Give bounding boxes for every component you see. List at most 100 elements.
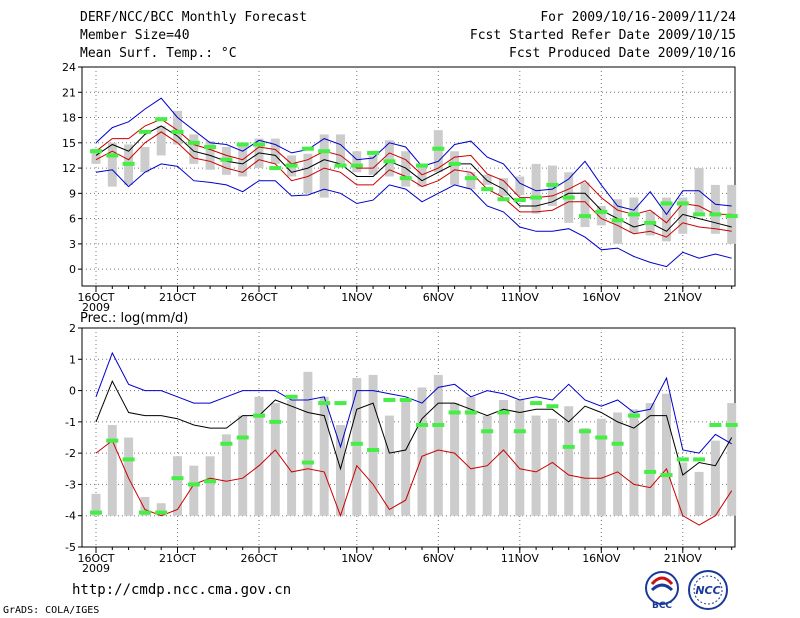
- panel1-range-bar: [270, 138, 280, 164]
- panel2-observed-mark: [383, 397, 396, 402]
- panel2-range-bar: [547, 418, 557, 516]
- panel1-range-bar: [515, 176, 525, 196]
- panel2-range-bar: [678, 462, 688, 516]
- panel2-observed-mark: [562, 444, 575, 449]
- panel2-observed-mark: [187, 482, 200, 487]
- panel1-range-bar: [580, 182, 590, 228]
- panel1-ytick-label: 0: [69, 263, 76, 276]
- panel2-observed-mark: [236, 435, 249, 440]
- panel2-observed-mark: [676, 457, 689, 462]
- panel2-range-bar: [450, 403, 460, 516]
- panel1-range-bar: [466, 172, 476, 190]
- panel2-range-bar: [221, 434, 231, 516]
- panel1-observed-mark: [432, 146, 445, 151]
- panel1-observed-mark: [334, 163, 347, 168]
- panel2-observed-mark: [171, 476, 184, 481]
- panel2-range-bar: [564, 406, 574, 516]
- panel1-observed-mark: [513, 198, 526, 203]
- panel2-range-bar: [124, 437, 134, 516]
- panel1-observed-mark: [253, 142, 265, 147]
- panel2-title: Prec.: log(mm/d): [80, 311, 188, 326]
- panel1-observed-mark: [497, 197, 510, 202]
- variable-label: Mean Surf. Temp.: °C: [80, 46, 237, 61]
- panel1-range-bar: [336, 134, 345, 164]
- chart-title: DERF/NCC/BCC Monthly Forecast: [80, 10, 307, 25]
- panel1-observed-mark: [90, 149, 102, 154]
- panel2-ytick-label: -3: [65, 478, 76, 491]
- panel1-ytick-label: 9: [69, 187, 76, 200]
- panel2-range-bar: [629, 409, 639, 516]
- panel2-observed-mark: [448, 410, 461, 415]
- panel1-observed-mark: [725, 214, 738, 219]
- panel1-frame: [81, 66, 736, 287]
- panel2-observed-mark: [530, 401, 543, 406]
- panel1-range-bar: [482, 174, 492, 185]
- panel1-series-min: [95, 163, 732, 268]
- panel2-range-bar: [352, 378, 362, 516]
- panel2-observed-mark: [269, 419, 282, 424]
- panel1-observed-mark: [122, 161, 135, 166]
- panel2-xtick-label: 16NOV: [582, 552, 621, 565]
- panel2-observed-mark: [595, 435, 608, 440]
- grads-credit: GrADS: COLA/IGES: [3, 605, 100, 616]
- panel2-observed-mark: [611, 441, 624, 446]
- panel1-observed-mark: [318, 149, 331, 154]
- panel2-observed-mark: [106, 438, 119, 443]
- panel2-range-bar: [238, 415, 248, 516]
- panel1-observed-mark: [171, 129, 184, 134]
- panel1-ytick-label: 3: [69, 238, 76, 251]
- panel1-observed-mark: [138, 129, 151, 134]
- panel1-observed-mark: [367, 150, 380, 155]
- panel1-ytick-label: 6: [69, 213, 76, 226]
- panel2-xtick-year: 2009: [82, 562, 110, 575]
- panel2-observed-mark: [350, 441, 363, 446]
- source-url[interactable]: http://cmdp.ncc.cma.gov.cn: [72, 582, 292, 598]
- panel1-range-bar: [352, 151, 362, 173]
- panel2-xtick-label: 11NOV: [501, 552, 540, 565]
- panel2-observed-mark: [399, 397, 412, 402]
- panel2-ytick-label: 2: [69, 322, 76, 335]
- panel2-observed-mark: [285, 394, 298, 399]
- panel1-xtick-year: 2009: [82, 301, 110, 314]
- panel2-range-bar: [173, 456, 182, 516]
- panel2-observed-mark: [693, 457, 706, 462]
- panel2-observed-mark: [122, 457, 135, 462]
- panel2-range-bar: [189, 465, 199, 516]
- panel2-range-bar: [368, 374, 378, 516]
- panel1-observed-mark: [481, 187, 494, 192]
- panel2-xtick-label: 6NOV: [423, 552, 455, 565]
- panel2-observed-mark: [204, 479, 217, 484]
- panel2-range-bar: [580, 428, 590, 516]
- panel2-range-bar: [433, 374, 443, 516]
- panel1-observed-mark: [350, 163, 363, 168]
- panel1-xtick-label: 26OCT: [240, 291, 277, 304]
- panel1-ytick-label: 15: [62, 137, 76, 150]
- panel1-observed-mark: [448, 161, 461, 166]
- panel2-range-bar: [303, 371, 313, 516]
- panel1-range-bar: [319, 134, 329, 198]
- panel1-observed-mark: [611, 218, 624, 223]
- panel2-xtick-label: 21NOV: [664, 552, 703, 565]
- panel2-range-bar: [417, 387, 427, 516]
- panel1-observed-mark: [416, 163, 428, 168]
- panel2-observed-mark: [579, 429, 591, 434]
- panel1-series-max: [95, 97, 732, 216]
- panel1-range-bar: [91, 148, 101, 164]
- panel1-xtick-label: 16NOV: [582, 291, 621, 304]
- panel1-observed-mark: [285, 163, 298, 168]
- panel1-series-upper: [95, 118, 732, 224]
- panel2-observed-mark: [367, 448, 380, 453]
- panel2-observed-mark: [90, 510, 102, 515]
- panel2-range-bar: [319, 396, 329, 516]
- panel2-series-lower: [95, 439, 733, 526]
- ncc-logo: NCC: [688, 570, 728, 610]
- member-size: Member Size=40: [80, 28, 190, 43]
- panel2-ytick-label: 0: [69, 385, 76, 398]
- panel2-series-max: [95, 351, 732, 454]
- panel2-observed-mark: [301, 460, 314, 465]
- panel1-observed-mark: [595, 209, 608, 214]
- panel2-observed-mark: [481, 429, 494, 434]
- panel2-observed-mark: [432, 422, 445, 427]
- panel2-observed-mark: [725, 422, 738, 427]
- panel2-range-bar: [596, 418, 606, 516]
